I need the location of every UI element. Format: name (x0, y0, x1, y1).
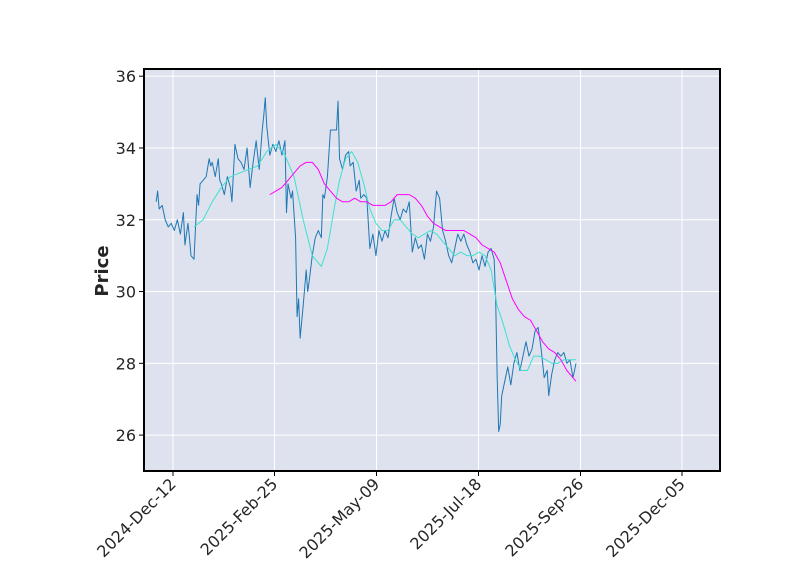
x-tick-label: 2025-Jul-18 (406, 474, 485, 553)
series-line-2 (193, 143, 576, 371)
x-tick-label: 2025-Sep-26 (501, 474, 587, 560)
y-tick-label: 30 (116, 283, 136, 302)
y-axis: 26 28 30 32 34 36 (116, 67, 144, 445)
x-tick-label: 2024-Dec-12 (93, 474, 180, 561)
y-tick-label: 36 (116, 67, 136, 86)
series-line-3 (269, 161, 577, 382)
y-axis-label: Price (92, 245, 113, 296)
plot-frame (143, 68, 721, 472)
series-line-1 (155, 97, 577, 433)
plot-area (144, 69, 720, 471)
x-axis: 2024-Dec-12 2025-Feb-25 2025-May-09 2025-Ju… (93, 471, 689, 562)
grid-lines (144, 69, 720, 471)
series-layer (155, 97, 577, 433)
x-tick-label: 2025-May-09 (295, 474, 383, 562)
y-tick-label: 34 (116, 139, 136, 158)
y-tick-label: 26 (116, 426, 136, 445)
y-tick-label: 28 (116, 354, 136, 373)
x-tick-label: 2025-Feb-25 (197, 474, 282, 559)
x-tick-label: 2025-Dec-05 (602, 474, 689, 561)
y-tick-label: 32 (116, 211, 136, 230)
